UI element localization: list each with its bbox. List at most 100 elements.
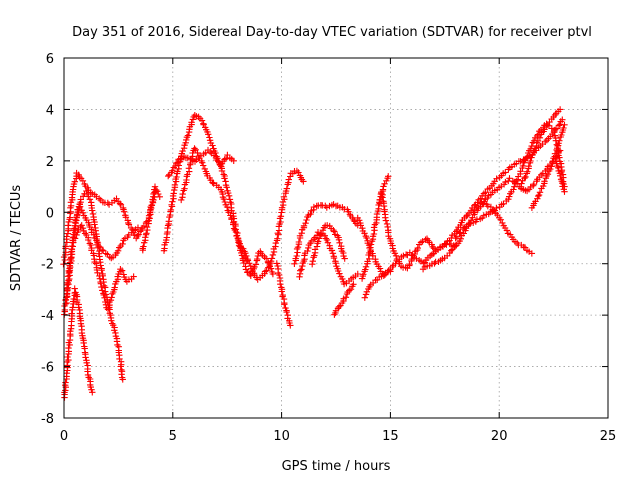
data-point [145, 212, 153, 219]
data-point [502, 178, 509, 186]
data-point [168, 201, 175, 208]
data-point [518, 180, 525, 187]
data-point [366, 255, 373, 263]
scatter-points [60, 106, 568, 401]
data-point [558, 131, 565, 139]
data-point [116, 355, 123, 363]
series-track-r [361, 268, 394, 301]
series-track-y [517, 121, 568, 190]
series-track-s [376, 173, 392, 206]
data-point [97, 262, 104, 269]
data-point [493, 175, 500, 182]
data-point [63, 370, 70, 377]
data-point [119, 376, 126, 383]
data-point [94, 244, 101, 251]
data-point [535, 191, 543, 199]
data-point [503, 227, 511, 234]
data-point [230, 221, 237, 228]
data-point [300, 178, 307, 185]
data-point [223, 184, 230, 191]
data-point [69, 304, 76, 311]
data-point [414, 244, 421, 252]
data-point [554, 164, 562, 171]
data-point [134, 224, 142, 231]
data-point [457, 229, 464, 236]
data-point [411, 250, 418, 258]
x-tick-label: 5 [169, 429, 177, 444]
data-point [294, 244, 302, 251]
data-point [298, 266, 305, 273]
data-point [381, 208, 388, 215]
data-point [528, 250, 536, 257]
data-point [143, 230, 150, 237]
data-point [206, 134, 213, 141]
data-point [242, 250, 249, 257]
data-point [89, 207, 96, 214]
data-point [83, 187, 90, 195]
y-tick-label: -8 [41, 412, 54, 427]
data-point [274, 235, 281, 242]
data-point [453, 233, 460, 240]
data-point [535, 192, 542, 200]
data-point [121, 235, 129, 242]
data-point [79, 225, 87, 232]
data-point [85, 236, 92, 244]
data-point [360, 271, 367, 278]
data-point [120, 208, 128, 215]
data-point [165, 218, 172, 225]
data-point [385, 173, 392, 180]
data-point [457, 235, 464, 242]
data-point [376, 265, 384, 272]
data-point [463, 213, 470, 220]
x-tick-label: 10 [273, 429, 290, 444]
data-point [561, 188, 568, 195]
data-point [137, 228, 144, 235]
series-track-m [296, 229, 361, 288]
data-point [544, 171, 552, 178]
data-point [174, 159, 181, 166]
data-point [95, 250, 102, 257]
data-point [261, 268, 269, 275]
data-point [295, 238, 303, 246]
data-point [152, 186, 160, 194]
data-point [480, 200, 487, 207]
data-point [322, 235, 330, 242]
data-point [376, 196, 383, 204]
data-point [459, 225, 467, 233]
data-point [540, 182, 547, 190]
data-point [302, 220, 309, 227]
data-point [281, 301, 288, 308]
data-point [447, 240, 455, 248]
y-tick-label: -2 [41, 258, 54, 273]
data-point [225, 192, 233, 199]
data-point [541, 178, 548, 185]
x-axis-label: GPS time / hours [282, 459, 391, 474]
data-point [557, 172, 564, 179]
data-point [357, 222, 364, 229]
data-point [361, 230, 368, 237]
data-point [78, 222, 85, 229]
data-point [506, 175, 513, 182]
data-point [220, 171, 227, 178]
data-point [467, 220, 474, 227]
data-point [347, 286, 355, 293]
data-point [179, 190, 186, 198]
data-point [277, 281, 284, 288]
data-point [118, 267, 126, 274]
data-point [276, 271, 283, 279]
data-point [280, 193, 288, 200]
data-point [247, 265, 255, 272]
data-point [243, 252, 250, 260]
data-point [165, 172, 172, 180]
data-point [67, 248, 75, 256]
axis-ticks [63, 57, 609, 419]
data-point [167, 206, 175, 214]
data-point [335, 303, 343, 310]
data-point [252, 261, 260, 268]
data-point [91, 221, 98, 228]
data-point [314, 238, 322, 245]
data-point [183, 136, 190, 144]
data-point [406, 261, 413, 268]
data-point [341, 255, 348, 262]
data-point [199, 159, 206, 166]
